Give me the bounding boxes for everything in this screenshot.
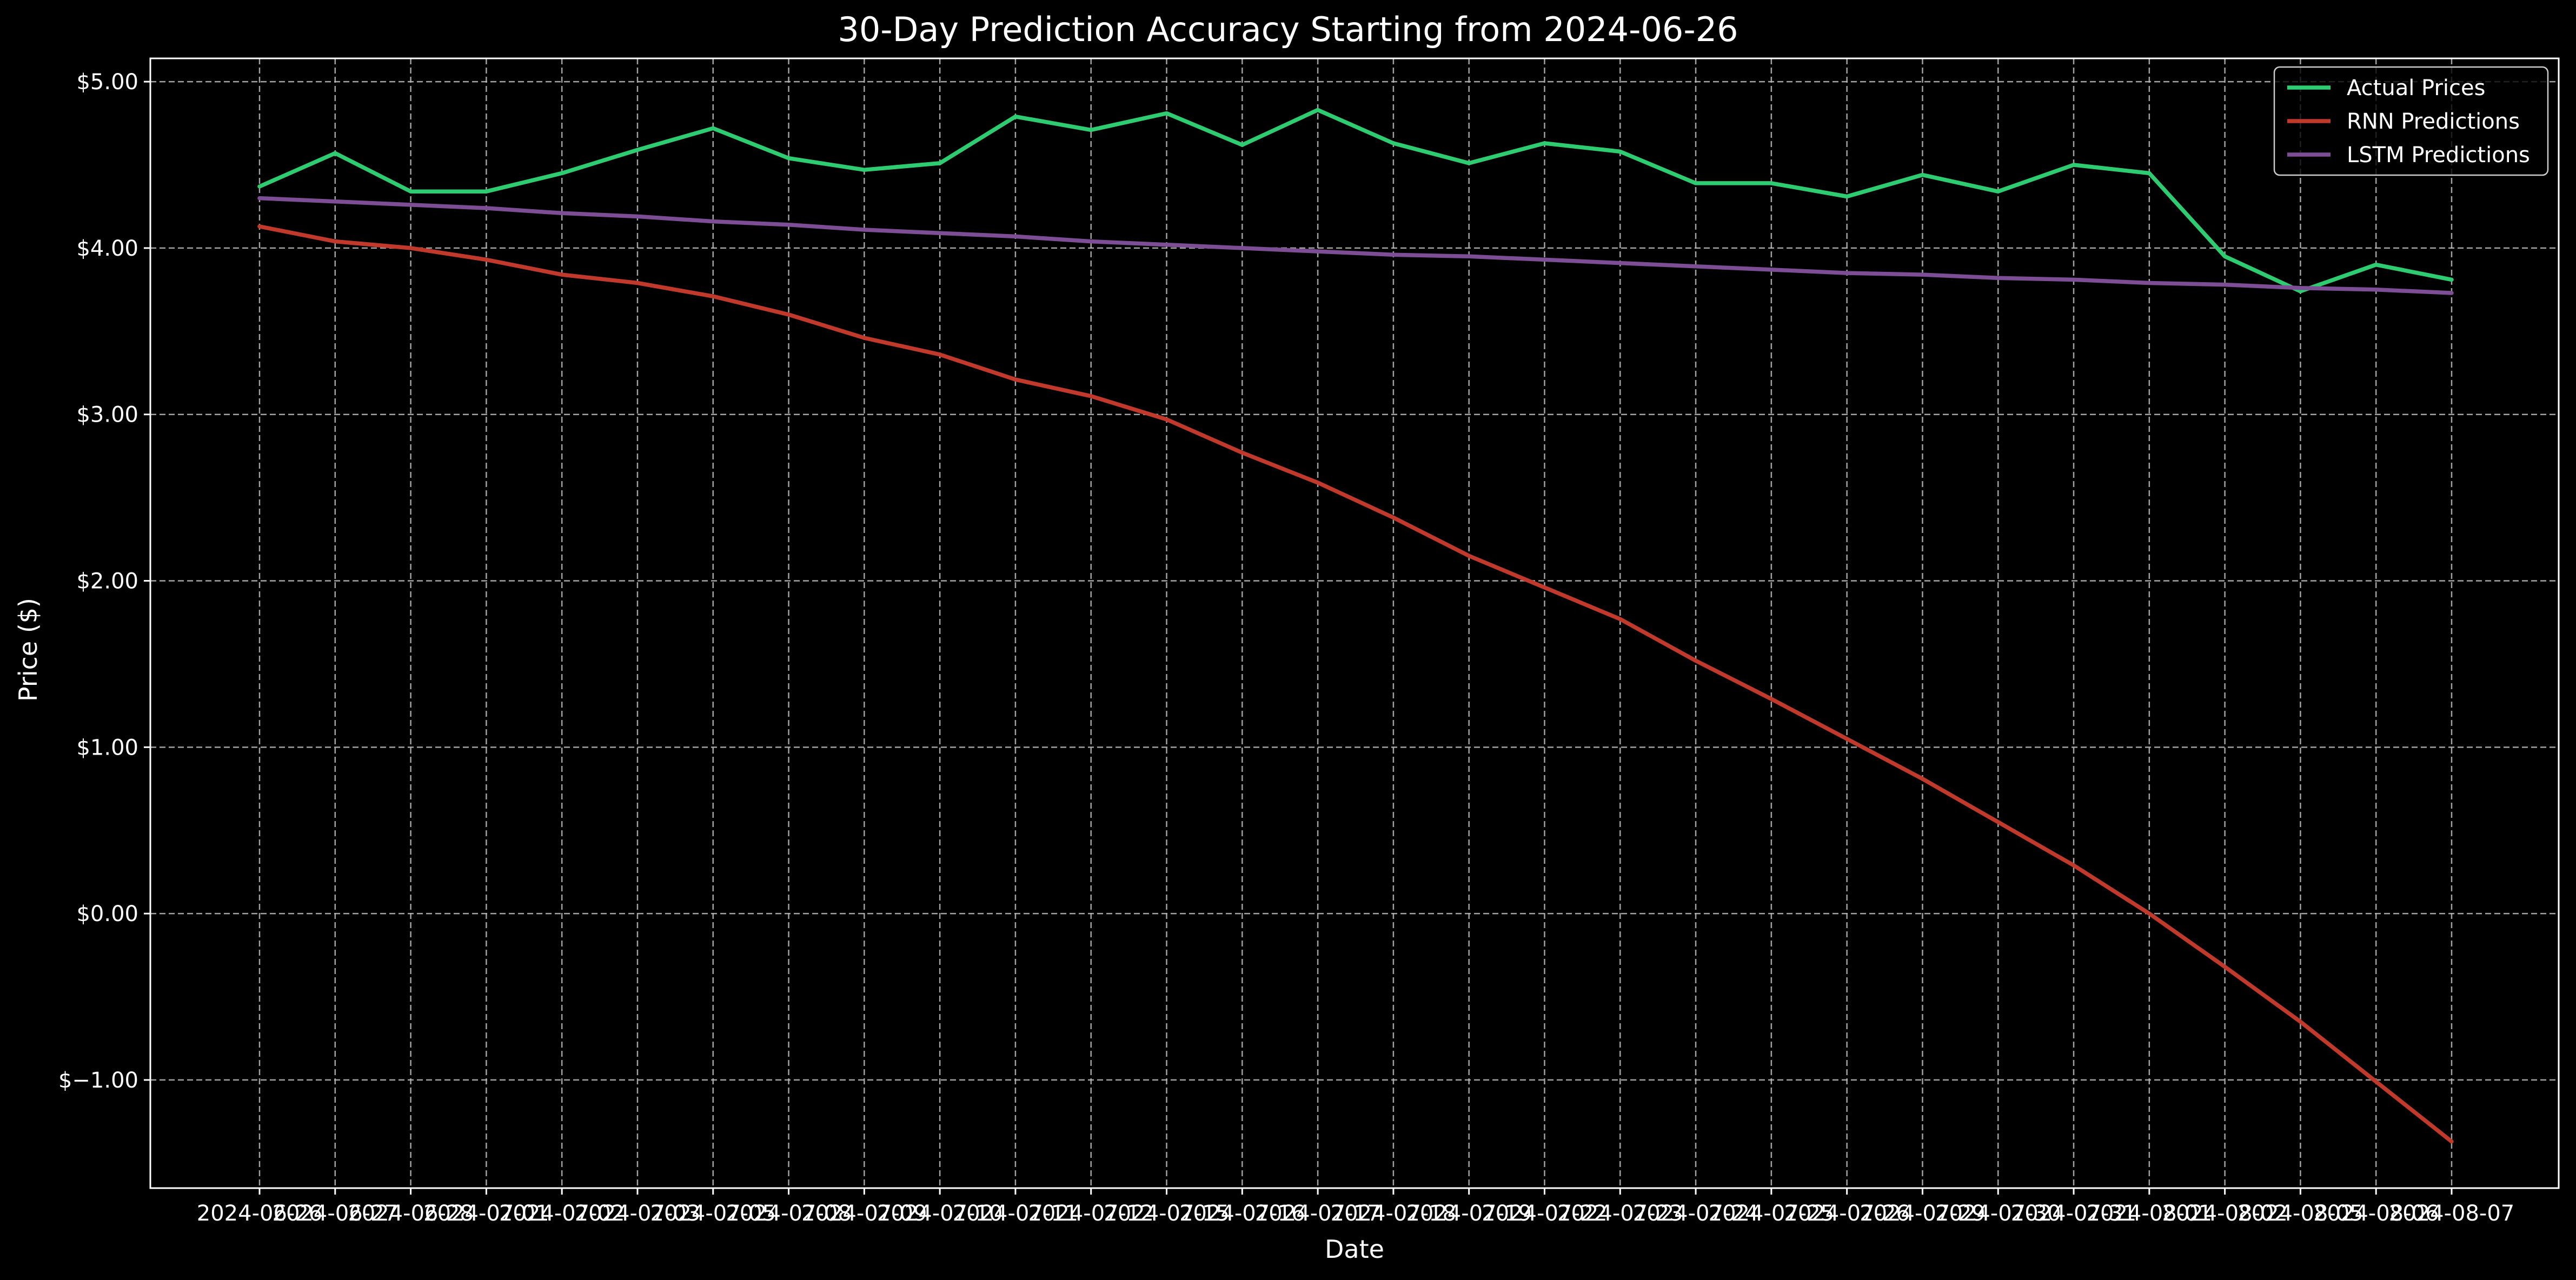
x-tick-label: 2024-07-11 [953, 1201, 1078, 1226]
grid-layer [150, 58, 2559, 1188]
y-tick-label: $1.00 [76, 735, 138, 760]
x-tick-label: 2024-08-06 [2313, 1201, 2439, 1226]
legend-label-actual-prices: Actual Prices [2347, 76, 2485, 101]
x-tick-label: 2024-07-29 [1860, 1201, 1985, 1226]
y-tick-label: $0.00 [76, 902, 138, 926]
x-tick-label: 2024-07-02 [499, 1201, 625, 1226]
x-tick-label: 2024-08-02 [2162, 1201, 2287, 1226]
series-layer [257, 108, 2454, 1144]
x-tick-label: 2024-07-09 [801, 1201, 927, 1226]
x-tick-label: 2024-07-15 [1104, 1201, 1229, 1226]
x-tick-label: 2024-07-16 [1179, 1201, 1305, 1226]
x-tick-label: 2024-07-17 [1255, 1201, 1380, 1226]
y-tick-label: $2.00 [76, 569, 138, 594]
x-tick-label: 2024-07-22 [1482, 1201, 1607, 1226]
x-tick-label: 2024-07-26 [1784, 1201, 1909, 1226]
x-tick-label: 2024-06-28 [348, 1201, 473, 1226]
plot-frame [149, 57, 2560, 1189]
x-tick-label: 2024-07-25 [1709, 1201, 1834, 1226]
series-line-lstm-predictions [257, 196, 2454, 295]
legend-label-lstm-predictions: LSTM Predictions [2347, 143, 2530, 168]
y-tick-label: $−1.00 [58, 1068, 138, 1093]
legend-box [2273, 66, 2549, 176]
y-tick-label: $3.00 [76, 403, 138, 428]
x-tick-label: 2024-07-01 [423, 1201, 549, 1226]
x-axis-label: Date [1325, 1235, 1384, 1264]
x-tick-label: 2024-07-31 [2011, 1201, 2136, 1226]
x-tick-label: 2024-07-30 [1935, 1201, 2061, 1226]
x-tick-labels: 2024-06-262024-06-272024-06-282024-07-01… [197, 1188, 2514, 1226]
y-tick-labels: $−1.00 $0.00 $1.00 $2.00 $3.00 $4.00 $5.00 [58, 70, 150, 1093]
x-tick-label: 2024-06-26 [197, 1201, 322, 1226]
legend: Actual Prices RNN Predictions LSTM Predict… [2273, 66, 2549, 176]
x-tick-label: 2024-08-05 [2238, 1201, 2363, 1226]
chart-title: 30-Day Prediction Accuracy Starting from… [838, 10, 1738, 49]
x-tick-label: 2024-07-24 [1633, 1201, 1758, 1226]
series-line-actual-prices [257, 108, 2454, 294]
x-tick-label: 2024-07-05 [650, 1201, 776, 1226]
legend-label-rnn-predictions: RNN Predictions [2347, 109, 2520, 134]
series-line-rnn-predictions [257, 224, 2454, 1144]
x-tick-label: 2024-07-10 [877, 1201, 1002, 1226]
y-tick-label: $4.00 [76, 236, 138, 261]
x-tick-label: 2024-07-19 [1406, 1201, 1531, 1226]
y-tick-label: $5.00 [76, 70, 138, 95]
x-tick-label: 2024-07-08 [726, 1201, 851, 1226]
x-tick-label: 2024-07-18 [1331, 1201, 1456, 1226]
x-tick-label: 2024-08-01 [2087, 1201, 2212, 1226]
x-tick-label: 2024-07-03 [575, 1201, 700, 1226]
y-axis-label: Price ($) [14, 598, 43, 702]
x-tick-label: 2024-07-12 [1028, 1201, 1153, 1226]
x-tick-label: 2024-06-27 [273, 1201, 398, 1226]
x-tick-label: 2024-07-23 [1557, 1201, 1683, 1226]
x-tick-label: 2024-08-07 [2389, 1201, 2514, 1226]
